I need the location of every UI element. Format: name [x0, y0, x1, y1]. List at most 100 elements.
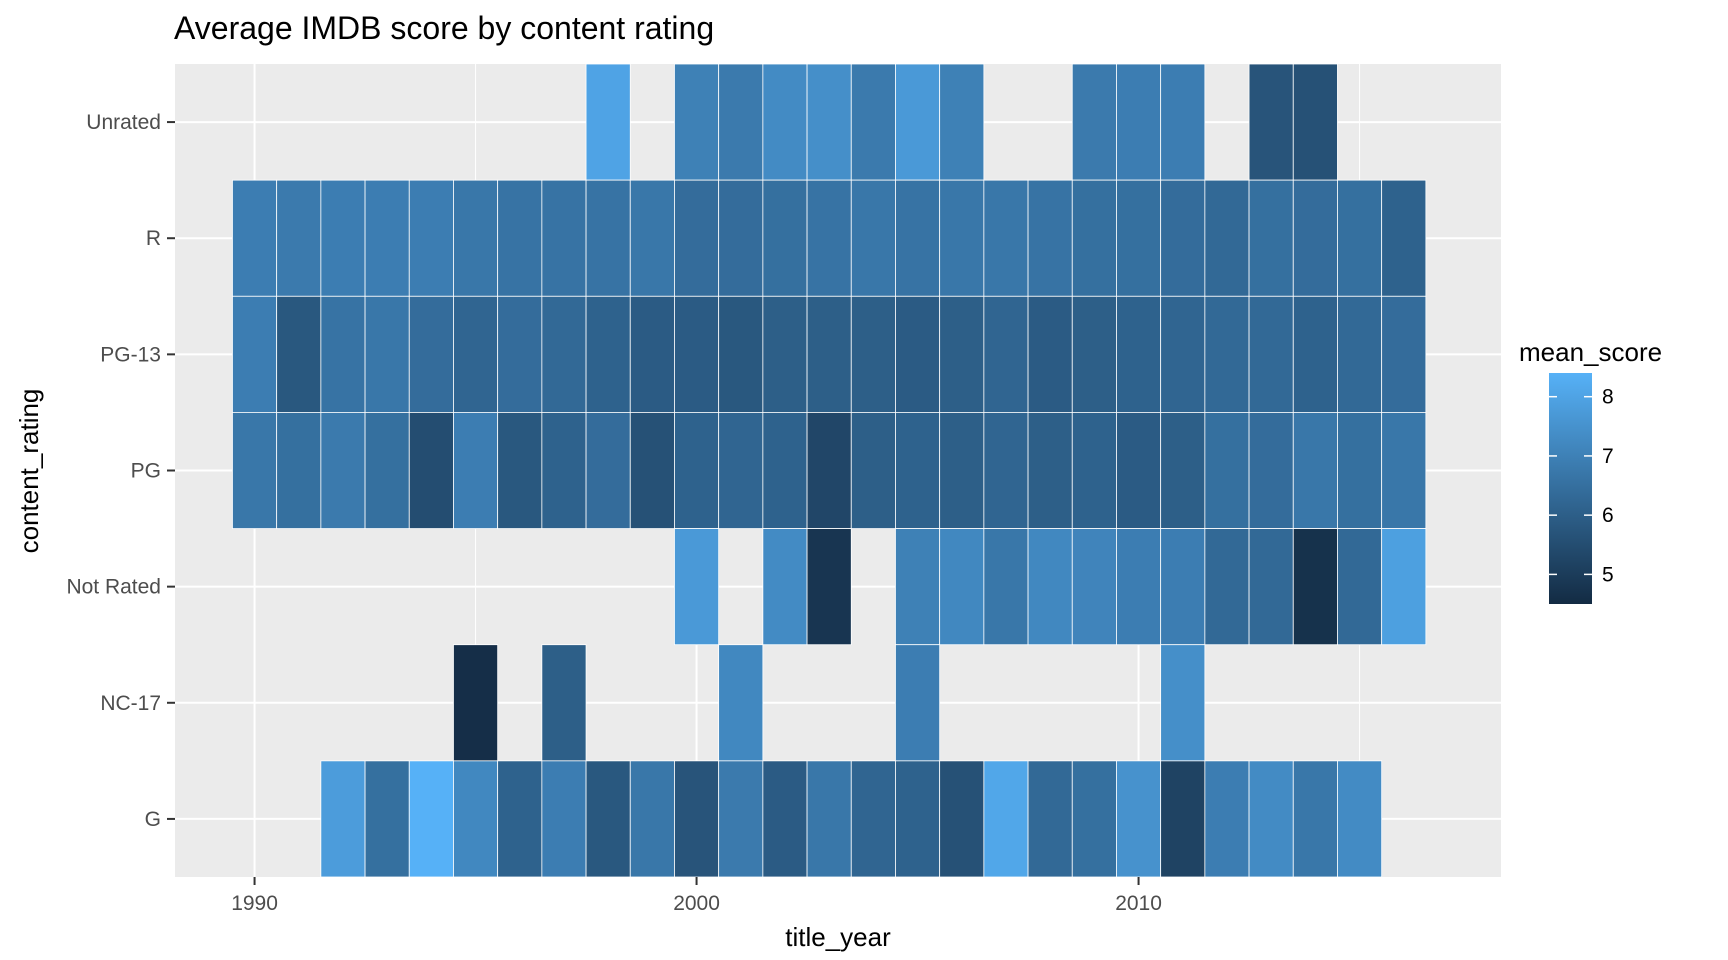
- x-tick-label: 2000: [673, 892, 720, 915]
- tile-pg-13-2012: [1204, 295, 1250, 413]
- tile-pg-2010: [1116, 412, 1162, 529]
- tile-pg-13-2009: [1071, 295, 1117, 413]
- tile-r-1995: [453, 179, 499, 297]
- tile-g-1994: [408, 760, 454, 878]
- tile-r-2011: [1160, 179, 1206, 297]
- tile-not-rated-2003: [806, 528, 852, 646]
- tile-r-2005: [895, 179, 941, 297]
- tile-pg-13-1994: [408, 295, 454, 413]
- tile-unrated-2011: [1160, 63, 1206, 181]
- tile-pg-1998: [585, 412, 631, 529]
- tile-pg-13-2014: [1292, 295, 1338, 413]
- tile-r-2009: [1071, 179, 1117, 297]
- tile-r-2016: [1381, 179, 1427, 297]
- tile-pg-13-2011: [1160, 295, 1206, 413]
- tile-g-2000: [674, 760, 720, 878]
- tile-nc-17-2005: [895, 644, 941, 762]
- tile-pg-13-2005: [895, 295, 941, 413]
- tile-r-1999: [629, 179, 675, 297]
- tile-pg-2003: [806, 412, 852, 529]
- tile-pg-2016: [1381, 412, 1427, 529]
- tile-not-rated-2002: [762, 528, 808, 646]
- tile-pg-13-1991: [276, 295, 322, 413]
- tile-unrated-1998: [585, 63, 631, 181]
- tile-unrated-2004: [850, 63, 896, 181]
- tile-unrated-2014: [1292, 63, 1338, 181]
- tile-g-1998: [585, 760, 631, 878]
- tile-pg-13-1997: [541, 295, 587, 413]
- tile-g-2011: [1160, 760, 1206, 878]
- tile-pg-2001: [718, 412, 764, 529]
- tile-unrated-2006: [939, 63, 985, 181]
- tile-unrated-2010: [1116, 63, 1162, 181]
- tile-g-1995: [453, 760, 499, 878]
- tile-r-1997: [541, 179, 587, 297]
- tile-pg-13-1990: [232, 295, 278, 413]
- y-tick-label: R: [146, 227, 161, 250]
- tile-pg-13-2008: [1027, 295, 1073, 413]
- tile-g-2001: [718, 760, 764, 878]
- tile-g-2014: [1292, 760, 1338, 878]
- tile-pg-13-2004: [850, 295, 896, 413]
- tile-pg-2009: [1071, 412, 1117, 529]
- y-tick-label: PG: [131, 460, 161, 483]
- tile-pg-1990: [232, 412, 278, 529]
- tile-r-2008: [1027, 179, 1073, 297]
- tile-g-1997: [541, 760, 587, 878]
- tile-unrated-2003: [806, 63, 852, 181]
- legend-title: mean_score: [1519, 337, 1662, 367]
- tile-not-rated-2007: [983, 528, 1029, 646]
- x-tick-label: 1990: [231, 892, 278, 915]
- tile-not-rated-2014: [1292, 528, 1338, 646]
- x-axis: 1990 2000 2010: [231, 877, 1162, 915]
- tile-pg-13-2015: [1337, 295, 1383, 413]
- tile-r-2007: [983, 179, 1029, 297]
- tile-r-1993: [364, 179, 410, 297]
- tile-pg-13-2016: [1381, 295, 1427, 413]
- tile-pg-13-2001: [718, 295, 764, 413]
- tile-nc-17-2001: [718, 644, 764, 762]
- tile-pg-1991: [276, 412, 322, 529]
- tile-r-1996: [497, 179, 543, 297]
- tile-r-2002: [762, 179, 808, 297]
- legend-ticks: 5 6 7 8: [1549, 386, 1614, 586]
- color-legend: mean_score 5 6 7 8: [1519, 337, 1662, 604]
- tile-nc-17-1997: [541, 644, 587, 762]
- tile-pg-2013: [1248, 412, 1294, 529]
- x-tick-label: 2010: [1115, 892, 1162, 915]
- tile-g-2007: [983, 760, 1029, 878]
- tile-not-rated-2008: [1027, 528, 1073, 646]
- tile-pg-13-1995: [453, 295, 499, 413]
- tile-pg-13-2003: [806, 295, 852, 413]
- tile-pg-1992: [320, 412, 366, 529]
- tile-g-1999: [629, 760, 675, 878]
- tile-r-1998: [585, 179, 631, 297]
- chart-title: Average IMDB score by content rating: [174, 10, 714, 46]
- legend-colorbar: [1549, 373, 1592, 604]
- y-axis-title: content_rating: [14, 389, 44, 554]
- tile-pg-13-1992: [320, 295, 366, 413]
- x-axis-title: title_year: [785, 922, 891, 952]
- tile-unrated-2005: [895, 63, 941, 181]
- tile-r-2014: [1292, 179, 1338, 297]
- tile-pg-1997: [541, 412, 587, 529]
- tile-pg-13-1998: [585, 295, 631, 413]
- tile-r-1992: [320, 179, 366, 297]
- tile-pg-2012: [1204, 412, 1250, 529]
- tile-not-rated-2006: [939, 528, 985, 646]
- tile-pg-2002: [762, 412, 808, 529]
- tile-not-rated-2015: [1337, 528, 1383, 646]
- y-tick-label: PG-13: [100, 343, 161, 366]
- legend-tick-label: 5: [1602, 563, 1614, 586]
- tile-pg-2014: [1292, 412, 1338, 529]
- tile-pg-2006: [939, 412, 985, 529]
- tile-not-rated-2012: [1204, 528, 1250, 646]
- tile-g-2010: [1116, 760, 1162, 878]
- tile-not-rated-2010: [1116, 528, 1162, 646]
- tile-g-1992: [320, 760, 366, 878]
- tile-pg-13-2010: [1116, 295, 1162, 413]
- tile-r-2003: [806, 179, 852, 297]
- tile-not-rated-2013: [1248, 528, 1294, 646]
- tile-r-2010: [1116, 179, 1162, 297]
- tile-unrated-2001: [718, 63, 764, 181]
